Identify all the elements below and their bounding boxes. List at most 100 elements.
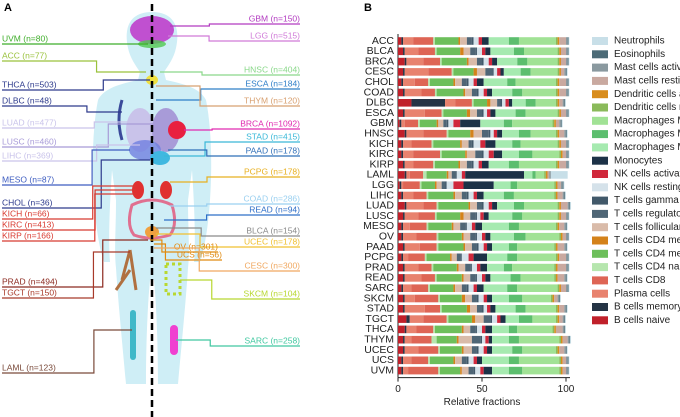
bar-segment <box>482 356 509 365</box>
bar-segment <box>446 119 449 128</box>
bar-segment <box>568 47 570 56</box>
bar-segment <box>475 222 482 231</box>
bar-segment <box>398 274 404 282</box>
bar-segment <box>403 78 415 86</box>
bar-segment <box>567 160 569 169</box>
bar-segment <box>424 253 427 262</box>
bar-segment <box>440 305 442 313</box>
bar-segment <box>463 274 471 282</box>
bar-segment <box>473 129 482 138</box>
bar-segment <box>476 47 482 56</box>
bar-segment <box>475 315 484 323</box>
bar-segment <box>428 68 452 76</box>
bar-segment <box>428 222 452 231</box>
bar-segment <box>456 263 459 272</box>
bar-segment <box>566 68 567 76</box>
bar-segment <box>566 37 568 45</box>
leader-line <box>176 339 300 347</box>
bar-segment <box>441 181 446 189</box>
bar-segment <box>438 243 464 251</box>
bar-segment <box>461 325 464 334</box>
y-tick-label: KIRP <box>369 158 394 170</box>
bar-segment <box>404 88 422 97</box>
bar-segment <box>487 109 491 117</box>
bar-segment <box>522 212 558 220</box>
bar-segment <box>445 181 447 189</box>
bar-segment <box>557 191 563 200</box>
bar-segment <box>547 171 550 179</box>
bar-segment <box>404 335 412 344</box>
bar-segment <box>557 78 560 86</box>
bar-segment <box>488 335 493 344</box>
bar-segment <box>413 37 434 45</box>
bar-segment <box>461 140 469 148</box>
bar-segment <box>409 171 424 179</box>
bar-segment <box>441 109 444 117</box>
bar-segment <box>404 243 420 251</box>
bar-segment <box>403 346 405 354</box>
bar-segment <box>453 356 456 365</box>
bar-segment <box>419 243 437 251</box>
bar-segment <box>446 181 454 189</box>
bar-segment <box>476 356 482 365</box>
bar-segment <box>398 99 412 107</box>
bar-segment <box>503 191 514 200</box>
bar-segment <box>559 47 561 56</box>
bar-segment <box>568 253 570 262</box>
bar-segment <box>497 57 518 66</box>
bar-segment <box>476 191 484 200</box>
bar-segment <box>476 294 479 303</box>
bar-segment <box>423 202 437 210</box>
bar-segment <box>473 99 488 107</box>
bar-segment <box>403 68 405 76</box>
bar-segment <box>555 243 558 251</box>
bar-segment <box>401 191 404 200</box>
bar-segment <box>559 202 561 210</box>
bar-segment <box>438 294 440 303</box>
bar-segment <box>440 150 442 159</box>
bar-segment <box>552 325 555 334</box>
bar-segment <box>473 37 479 45</box>
bar-segment <box>433 160 435 169</box>
bar-segment <box>532 150 560 159</box>
bar-segment <box>401 181 404 189</box>
bar-segment <box>398 263 404 272</box>
panel-label: B <box>364 2 372 14</box>
bar-segment <box>468 202 471 210</box>
bar-segment <box>492 335 509 344</box>
leader-line <box>168 35 300 42</box>
bar-segment <box>554 325 556 334</box>
bar-segment <box>403 253 409 262</box>
bar-segment <box>493 129 498 138</box>
bar-segment <box>552 294 555 303</box>
body-label: LAML (n=123) <box>2 362 56 372</box>
bar-segment <box>429 284 454 292</box>
bar-segment <box>480 335 482 344</box>
bar-segment <box>567 140 569 148</box>
body-label: COAD (n=286) <box>244 193 301 203</box>
legend-swatch <box>592 103 608 112</box>
bar-segment <box>403 37 414 45</box>
bar-segment <box>567 212 569 220</box>
bar-segment <box>518 356 560 365</box>
bar-segment <box>468 253 474 262</box>
bar-segment <box>470 212 476 220</box>
bar-segment <box>480 366 484 375</box>
bar-segment <box>398 222 402 231</box>
bar-segment <box>560 212 566 220</box>
bar-segment <box>483 212 489 220</box>
legend-swatch <box>592 263 608 272</box>
bar-segment <box>513 202 524 210</box>
bar-segment <box>567 57 569 66</box>
bar-segment <box>406 57 424 66</box>
bar-segment <box>476 212 481 220</box>
bar-segment <box>438 119 444 128</box>
bar-segment <box>409 222 427 231</box>
bar-segment <box>568 109 570 117</box>
bar-segment <box>493 150 503 159</box>
bar-segment <box>562 181 564 189</box>
bar-segment <box>550 171 568 179</box>
bar-segment <box>520 274 555 282</box>
bar-segment <box>482 335 486 344</box>
bar-segment <box>559 37 566 45</box>
